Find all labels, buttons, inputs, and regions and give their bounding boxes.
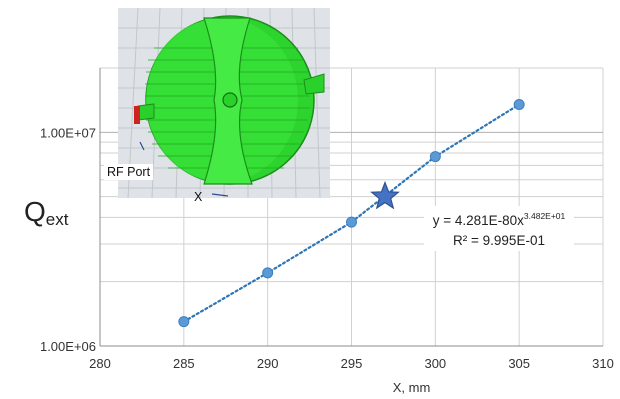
- y-axis-title-sub: ext: [45, 210, 69, 229]
- x-tick-label: 310: [592, 356, 614, 371]
- data-point: [178, 316, 190, 328]
- x-tick-label: 300: [424, 356, 446, 371]
- equation-exponent: 3.482E+01: [523, 211, 566, 221]
- r-squared: R² = 9.995E-01: [453, 233, 545, 248]
- trendline-equation-box: y = 4.281E-80x3.482E+01 R² = 9.995E-01: [424, 206, 574, 251]
- data-point: [429, 151, 441, 163]
- data-point: [346, 216, 357, 228]
- rf-port-marker: [134, 106, 140, 124]
- x-tick-label: 290: [257, 356, 279, 371]
- x-dimension-label: X: [194, 190, 203, 204]
- data-point: [513, 98, 525, 110]
- data-points: [178, 98, 525, 328]
- data-point: [262, 267, 274, 279]
- tick-labels: 280 285 290 295 300 305 310 1.00E+06 1.00E+07: [40, 125, 614, 371]
- cavity-body-icon: [137, 15, 325, 185]
- equation-text: y = 4.281E-80x: [432, 213, 524, 228]
- y-tick-label: 1.00E+07: [40, 125, 96, 140]
- star-marker: [370, 180, 400, 210]
- axes: [99, 68, 603, 347]
- rf-port-label: RF Port: [104, 164, 154, 180]
- y-tick-label: 1.00E+06: [40, 339, 96, 354]
- x-tick-label: 285: [173, 356, 195, 371]
- x-tick-label: 305: [508, 356, 530, 371]
- y-axis-title: Qext: [24, 196, 68, 230]
- x-tick-label: 295: [341, 356, 363, 371]
- cavity-model-image: RF Port X: [104, 7, 330, 208]
- y-axis-title-main: Q: [24, 196, 46, 227]
- trendline-equation: y = 4.281E-80x3.482E+01: [424, 206, 574, 231]
- x-tick-label: 280: [89, 356, 111, 371]
- x-axis-title: X, mm: [393, 380, 431, 395]
